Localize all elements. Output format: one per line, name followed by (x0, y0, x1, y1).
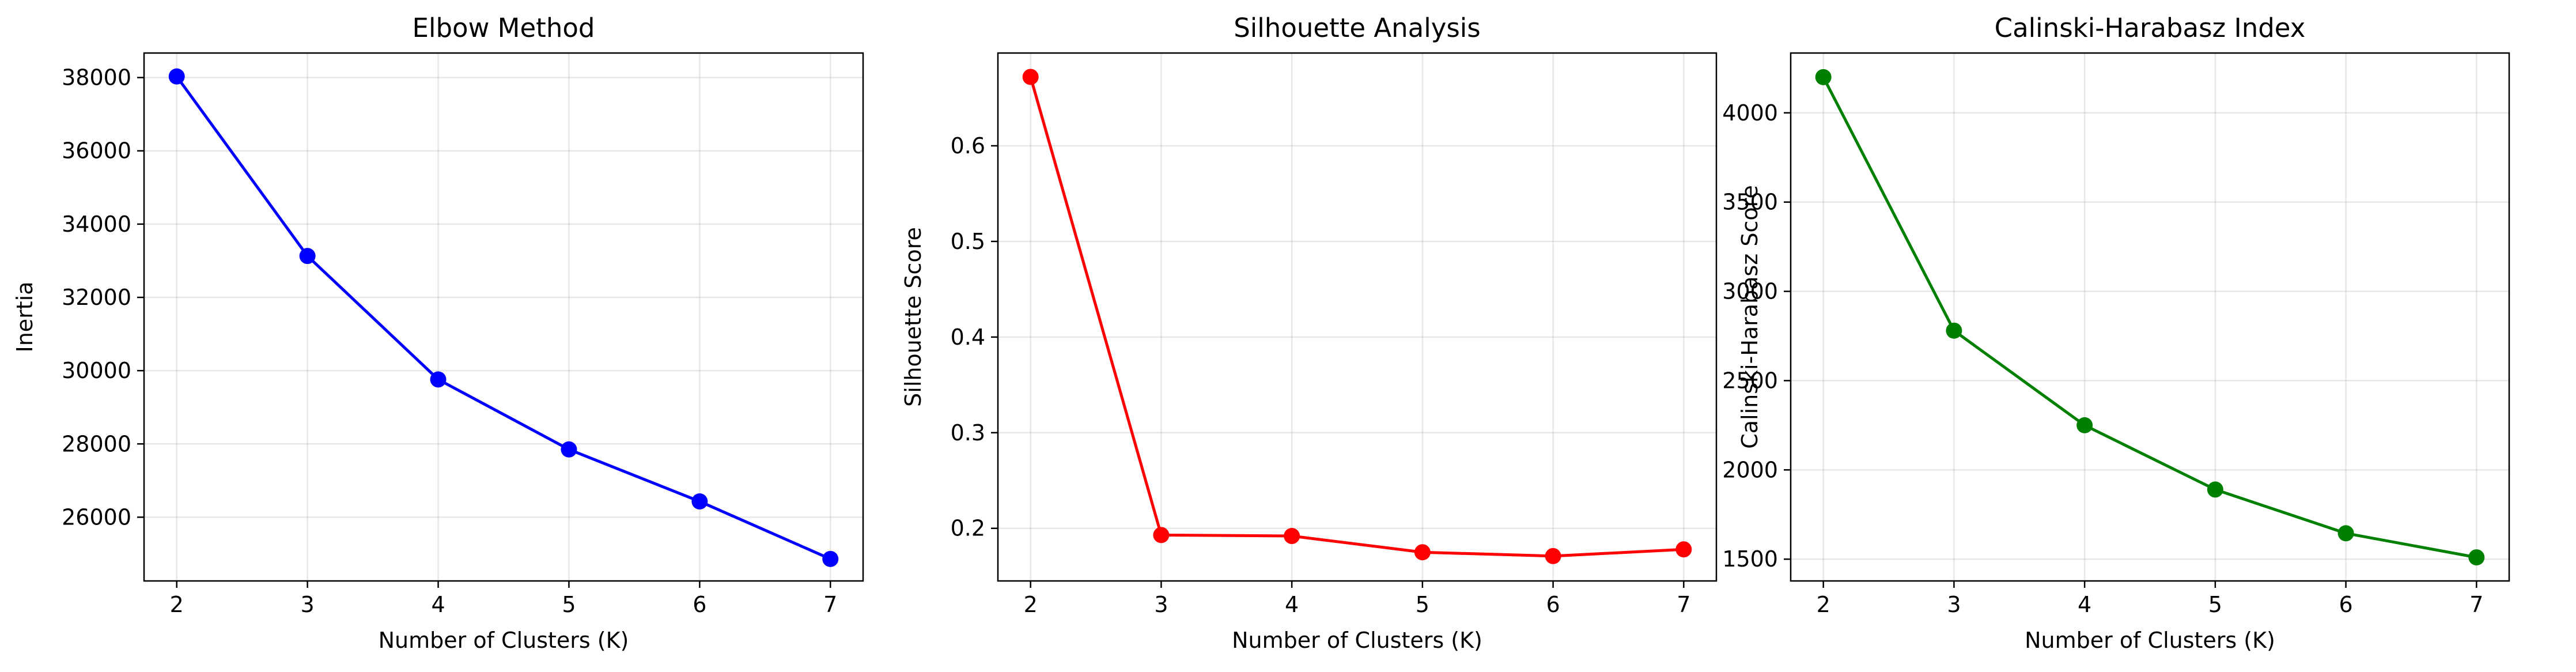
x-axis-label: Number of Clusters (K) (2025, 628, 2275, 653)
y-tick-label: 1500 (1722, 546, 1778, 572)
chart-panel-1: 2 3 4 5 6 7 26000 28000 30000 32000 34000 36000 3800… (12, 13, 864, 653)
y-axis-label: Silhouette Score (901, 227, 926, 407)
x-tick-label: 4 (2078, 592, 2091, 617)
series-line (175, 75, 831, 561)
chart-title: Silhouette Analysis (1234, 13, 1481, 43)
y-tick-label: 2500 (1722, 368, 1778, 393)
y-tick-label: 34000 (62, 212, 131, 237)
data-point (1675, 541, 1692, 558)
y-tick-label: 4000 (1722, 100, 1778, 126)
x-tick-label: 5 (1416, 592, 1429, 617)
data-point (1545, 548, 1561, 564)
data-point (822, 550, 839, 567)
y-tick-label: 36000 (62, 138, 131, 164)
y-tick-label: 0.3 (951, 420, 985, 446)
x-tick-label: 5 (2208, 592, 2222, 617)
x-tick-label: 7 (2469, 592, 2483, 617)
data-point (168, 68, 185, 85)
y-tick-label: 0.5 (951, 229, 985, 254)
data-point (1414, 544, 1431, 561)
y-tick-label: 2000 (1722, 457, 1778, 482)
data-point (430, 371, 447, 388)
y-tick-label: 0.6 (951, 133, 985, 158)
data-point (1153, 527, 1170, 543)
y-axis-label: Calinski-Harabasz Score (1737, 185, 1762, 449)
y-tick-label: 3500 (1722, 190, 1778, 215)
data-point (299, 248, 316, 265)
data-point (561, 441, 577, 458)
y-tick-label: 28000 (62, 431, 131, 456)
x-tick-label: 2 (1024, 592, 1038, 617)
data-point (1815, 69, 1832, 85)
x-tick-label: 5 (562, 592, 576, 617)
x-tick-label: 4 (431, 592, 445, 617)
data-point (2076, 417, 2093, 433)
series-line (1029, 76, 1684, 558)
axes-frame (143, 52, 864, 582)
chart-title: Calinski-Harabasz Index (1995, 13, 2306, 43)
y-tick-label: 32000 (62, 285, 131, 310)
data-point (2468, 549, 2485, 566)
y-tick-label: 0.4 (951, 324, 985, 350)
x-tick-label: 4 (1285, 592, 1299, 617)
chart-panel-3: 2 3 4 5 6 7 1500 2000 2500 3000 3500 4000 Calinski-H… (1722, 13, 2510, 653)
y-tick-label: 3000 (1722, 279, 1778, 304)
y-tick-label: 0.2 (951, 516, 985, 541)
x-tick-label: 7 (1677, 592, 1690, 617)
x-tick-label: 2 (1817, 592, 1830, 617)
series-line (1822, 76, 2477, 559)
x-tick-label: 3 (301, 592, 315, 617)
data-point (2207, 481, 2223, 498)
data-point (1284, 528, 1300, 545)
x-tick-label: 6 (1546, 592, 1560, 617)
x-tick-label: 3 (1154, 592, 1168, 617)
chart-panel-2: 2 3 4 5 6 7 0.2 0.3 0.4 0.5 0.6 Silhouette Analysis… (901, 13, 1718, 653)
x-tick-label: 2 (170, 592, 184, 617)
y-tick-label: 38000 (62, 65, 131, 90)
x-axis-label: Number of Clusters (K) (1232, 628, 1482, 653)
axes-frame (997, 52, 1718, 582)
x-tick-label: 6 (2339, 592, 2352, 617)
y-tick-label: 30000 (62, 358, 131, 383)
y-axis-label: Inertia (12, 281, 37, 352)
x-tick-label: 6 (693, 592, 706, 617)
y-tick-label: 26000 (62, 504, 131, 530)
data-point (691, 493, 708, 510)
data-point (1022, 69, 1039, 85)
x-tick-label: 7 (823, 592, 837, 617)
axes-frame (1790, 52, 2510, 582)
x-tick-label: 3 (1947, 592, 1961, 617)
chart-title: Elbow Method (413, 13, 595, 43)
x-axis-label: Number of Clusters (K) (379, 628, 629, 653)
data-point (1946, 322, 1962, 339)
data-point (2337, 525, 2354, 542)
